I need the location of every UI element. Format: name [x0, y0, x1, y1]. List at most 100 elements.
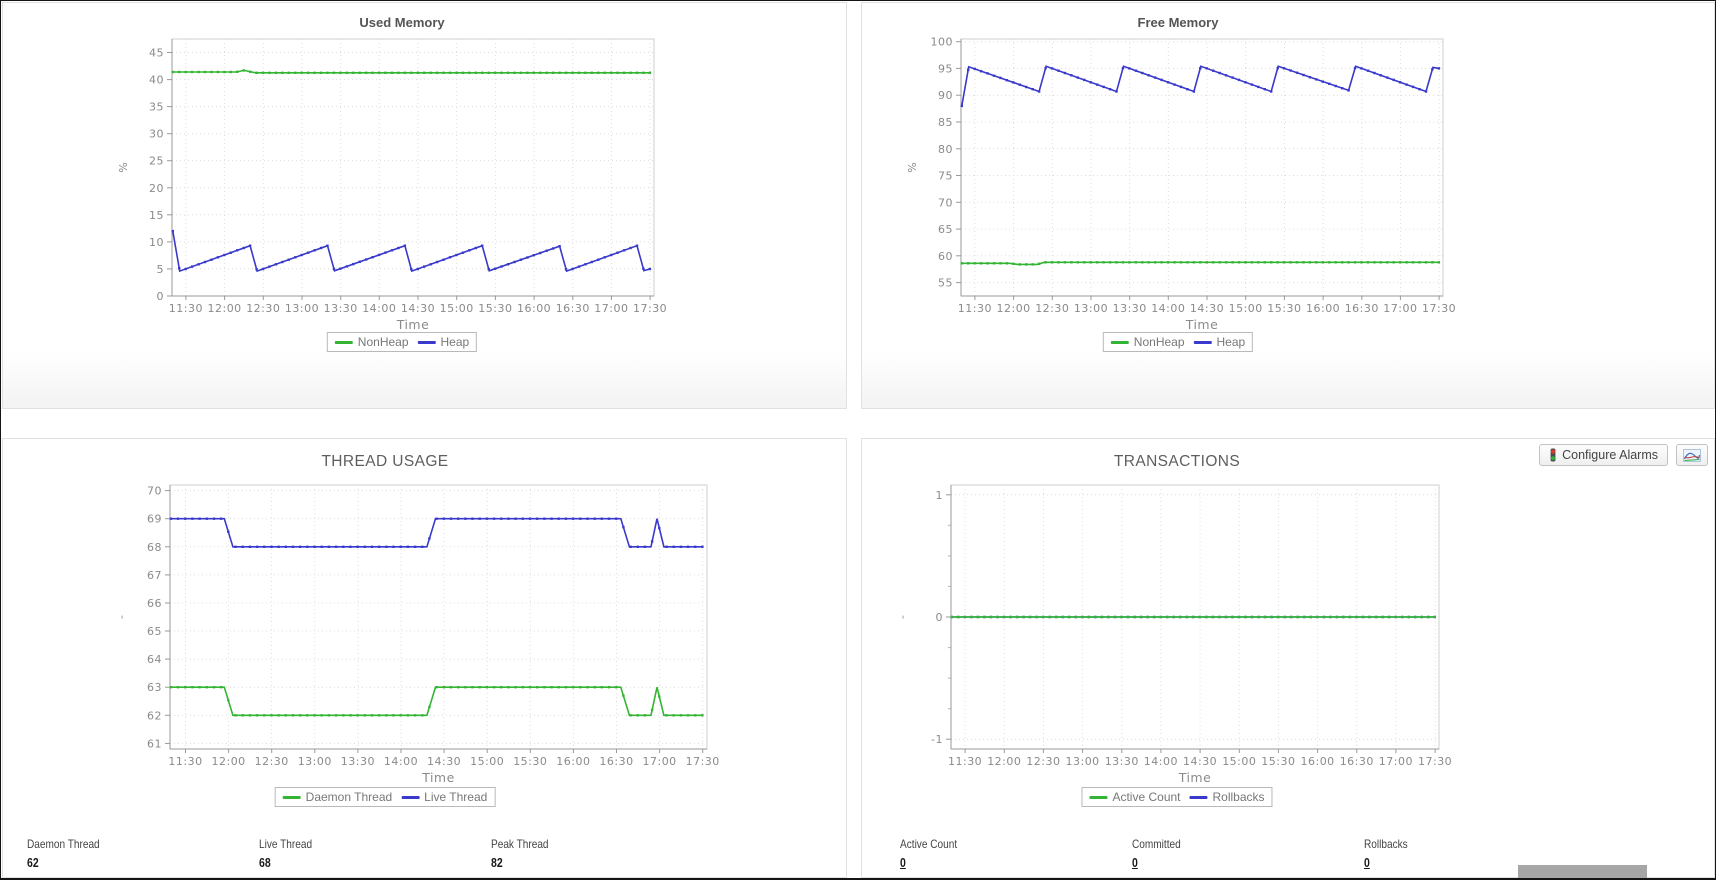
- stat-value: 82: [491, 856, 503, 870]
- svg-text:70: 70: [938, 196, 953, 209]
- svg-text:12:30: 12:30: [255, 755, 289, 768]
- legend-swatch: [1110, 340, 1129, 344]
- svg-text:16:00: 16:00: [556, 755, 590, 768]
- configure-alarms-button[interactable]: Configure Alarms: [1539, 444, 1668, 466]
- svg-text:14:30: 14:30: [1190, 302, 1224, 315]
- svg-text:14:30: 14:30: [401, 302, 435, 315]
- used-memory-panel: 11:30 12:00 12:30 13:00 13:30 14:00 14:30 15:00…: [2, 2, 847, 409]
- stat-value-link[interactable]: 0: [1132, 856, 1138, 870]
- svg-text:%: %: [117, 162, 130, 172]
- svg-text:0: 0: [936, 611, 944, 624]
- thread-usage-title: THREAD USAGE: [321, 453, 449, 470]
- svg-text:14:00: 14:00: [384, 755, 418, 768]
- svg-text:17:00: 17:00: [594, 302, 628, 315]
- svg-text:13:00: 13:00: [298, 755, 332, 768]
- svg-text:25: 25: [149, 155, 164, 168]
- svg-text:13:30: 13:30: [1113, 302, 1147, 315]
- svg-text:Time: Time: [421, 770, 455, 785]
- svg-text:12:30: 12:30: [1035, 302, 1069, 315]
- svg-text:85: 85: [938, 116, 953, 129]
- legend-swatch: [282, 795, 301, 799]
- legend-item: Daemon Thread: [282, 790, 392, 804]
- svg-text:35: 35: [149, 101, 164, 114]
- svg-text:Time: Time: [1178, 770, 1212, 785]
- legend-item: Heap: [417, 335, 469, 349]
- stat-label: Daemon Thread: [27, 837, 100, 851]
- configure-alarms-label: Configure Alarms: [1562, 448, 1658, 462]
- svg-text:-1: -1: [931, 733, 943, 746]
- svg-text:11:30: 11:30: [169, 302, 203, 315]
- svg-text:65: 65: [938, 223, 953, 236]
- svg-text:12:30: 12:30: [1026, 755, 1060, 768]
- svg-text:12:00: 12:00: [987, 755, 1021, 768]
- legend-swatch: [1189, 795, 1208, 799]
- legend-swatch: [1089, 795, 1108, 799]
- free-memory-panel: 11:30 12:00 12:30 13:00 13:30 14:00 14:30 15:00…: [861, 2, 1715, 409]
- svg-text:67: 67: [147, 569, 162, 582]
- svg-text:-: -: [115, 615, 128, 619]
- legend-swatch: [1193, 340, 1212, 344]
- svg-text:30: 30: [149, 128, 164, 141]
- svg-text:63: 63: [147, 681, 162, 694]
- used-memory-title: Used Memory: [359, 15, 445, 30]
- svg-text:20: 20: [149, 182, 164, 195]
- legend-item: NonHeap: [334, 335, 409, 349]
- svg-text:62: 62: [147, 709, 162, 722]
- horizontal-scrollbar-thumb[interactable]: [1518, 865, 1647, 878]
- svg-text:70: 70: [147, 485, 162, 498]
- svg-text:55: 55: [938, 277, 953, 290]
- transactions-panel: 11:30 12:00 12:30 13:00 13:30 14:00 14:30 15:00…: [861, 438, 1715, 878]
- svg-text:65: 65: [147, 625, 162, 638]
- svg-text:12:00: 12:00: [211, 755, 245, 768]
- stat-value: 68: [259, 856, 271, 870]
- svg-text:10: 10: [149, 236, 164, 249]
- free-memory-legend: NonHeap Heap: [1102, 332, 1254, 352]
- legend-item: Live Thread: [401, 790, 487, 804]
- svg-text:64: 64: [147, 653, 162, 666]
- legend-item: Rollbacks: [1189, 790, 1265, 804]
- svg-text:16:30: 16:30: [1345, 302, 1379, 315]
- svg-text:14:30: 14:30: [1183, 755, 1217, 768]
- svg-text:12:30: 12:30: [246, 302, 280, 315]
- stat-value-link[interactable]: 0: [1364, 856, 1370, 870]
- line-chart-icon: [1683, 448, 1701, 462]
- svg-text:15:00: 15:00: [1222, 755, 1256, 768]
- free-memory-chart: 11:30 12:00 12:30 13:00 13:30 14:00 14:30 15:00…: [862, 3, 1714, 408]
- stat-committed: Committed 0: [1132, 837, 1364, 870]
- svg-text:15:30: 15:30: [478, 302, 512, 315]
- svg-text:40: 40: [149, 74, 164, 87]
- svg-text:80: 80: [938, 143, 953, 156]
- svg-text:17:30: 17:30: [686, 755, 720, 768]
- legend-label: NonHeap: [1133, 335, 1185, 349]
- svg-text:11:30: 11:30: [948, 755, 982, 768]
- svg-text:12:00: 12:00: [996, 302, 1030, 315]
- svg-text:5: 5: [157, 263, 165, 276]
- chart-view-button[interactable]: [1676, 444, 1708, 466]
- svg-text:13:00: 13:00: [1074, 302, 1108, 315]
- legend-item: Active Count: [1089, 790, 1181, 804]
- stat-value: 62: [27, 856, 39, 870]
- transactions-legend: Active Count Rollbacks: [1081, 787, 1273, 807]
- panel-toolbar: Configure Alarms: [1539, 444, 1708, 466]
- legend-swatch: [417, 340, 436, 344]
- svg-text:15:00: 15:00: [470, 755, 504, 768]
- svg-text:17:00: 17:00: [642, 755, 676, 768]
- stat-label: Live Thread: [259, 837, 313, 851]
- svg-text:15: 15: [149, 209, 164, 222]
- stat-live-thread: Live Thread 68: [259, 837, 491, 870]
- svg-text:0: 0: [157, 290, 165, 303]
- svg-text:90: 90: [938, 89, 953, 102]
- traffic-light-icon: [1550, 448, 1556, 462]
- svg-text:11:30: 11:30: [168, 755, 202, 768]
- svg-text:%: %: [906, 162, 919, 172]
- svg-text:17:30: 17:30: [1418, 755, 1452, 768]
- svg-text:45: 45: [149, 47, 164, 60]
- svg-text:-: -: [896, 615, 909, 619]
- legend-label: Heap: [1216, 335, 1246, 349]
- svg-text:Time: Time: [1185, 317, 1219, 332]
- svg-text:69: 69: [147, 513, 162, 526]
- legend-item: Heap: [1193, 335, 1246, 349]
- stat-value-link[interactable]: 0: [900, 856, 906, 870]
- legend-item: NonHeap: [1110, 335, 1185, 349]
- thread-usage-panel: 11:30 12:00 12:30 13:00 13:30 14:00 14:30 15:00…: [2, 438, 847, 878]
